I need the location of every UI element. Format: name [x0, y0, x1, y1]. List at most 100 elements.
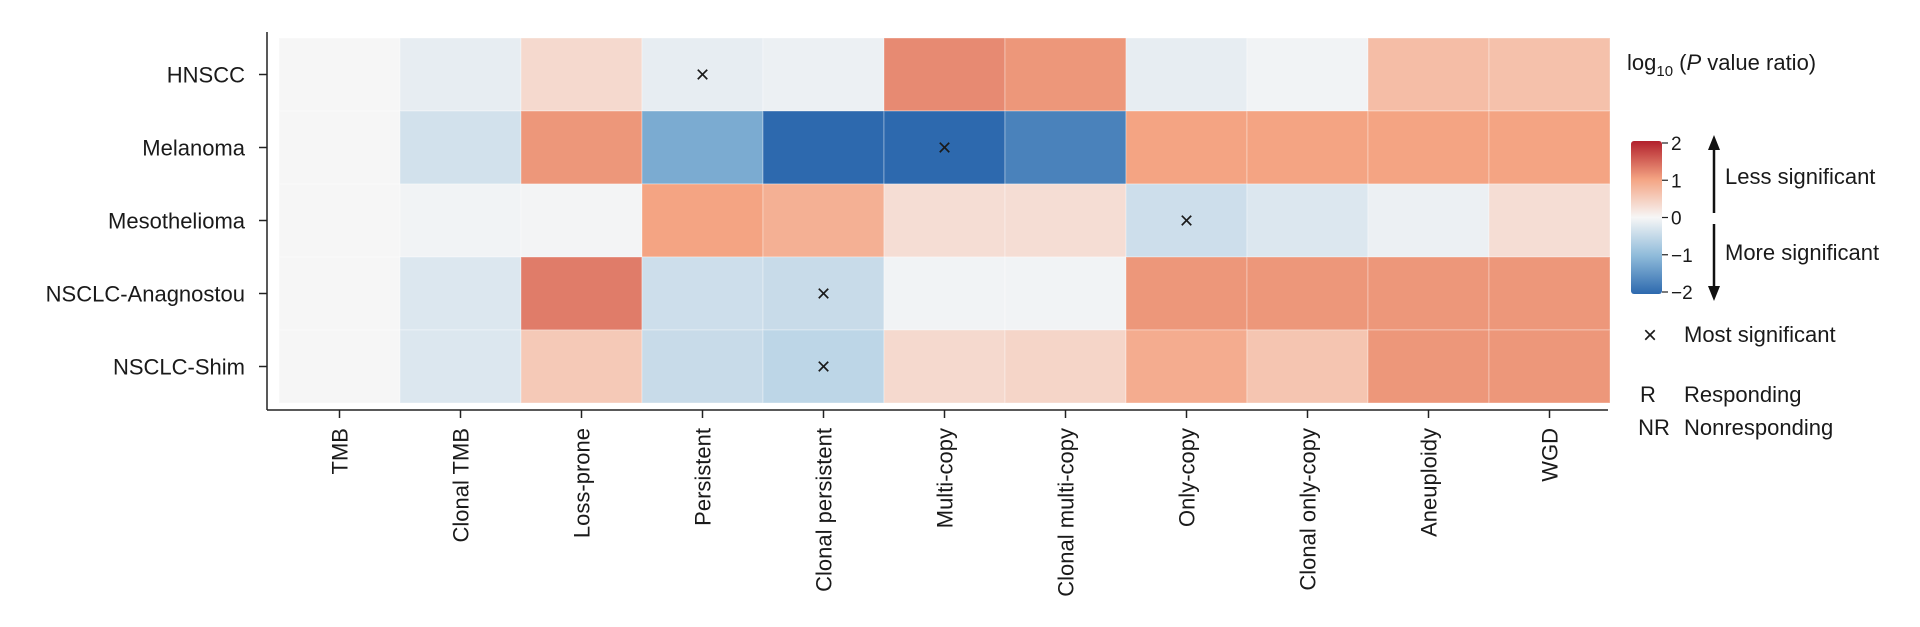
nonresponding-label: Nonresponding	[1684, 415, 1833, 440]
x-label-aneuploidy: Aneuploidy	[1417, 428, 1442, 537]
cell-nsclc-anagnostou-clonal-multi-copy	[1004, 256, 1127, 331]
less-significant-label: Less significant	[1725, 164, 1875, 189]
cell-melanoma-multi-copy	[883, 110, 1006, 185]
colorbar-title-sub: 10	[1656, 63, 1673, 80]
marker-mesothelioma-only-copy: ×	[1179, 208, 1193, 235]
arrow-up-icon	[1708, 135, 1720, 150]
cell-nsclc-anagnostou-wgd	[1488, 256, 1611, 331]
x-axis-ticks: TMB Clonal TMB Loss-prone Persistent Clonal …	[328, 410, 1563, 597]
colorbar-title-rest: value ratio)	[1701, 50, 1816, 75]
colorbar-title-log: log	[1627, 50, 1656, 75]
x-label-clonal-tmb: Clonal TMB	[449, 428, 474, 543]
y-label-hnscc: HNSCC	[167, 63, 245, 88]
cell-mesothelioma-clonal-tmb	[399, 183, 522, 258]
y-label-nsclc-anagnostou: NSCLC-Anagnostou	[46, 282, 245, 307]
y-label-melanoma: Melanoma	[142, 136, 245, 161]
cell-hnscc-persistent	[641, 37, 764, 112]
cell-hnscc-aneuploidy	[1367, 37, 1490, 112]
x-label-clonal-persistent: Clonal persistent	[812, 428, 837, 592]
x-label-only-copy: Only-copy	[1175, 428, 1200, 527]
cell-melanoma-tmb	[278, 110, 401, 185]
cell-nsclc-shim-wgd	[1488, 329, 1611, 404]
most-significant-marker: ×	[1643, 322, 1657, 349]
cell-melanoma-loss-prone	[520, 110, 643, 185]
x-label-persistent: Persistent	[691, 428, 716, 526]
cell-mesothelioma-only-copy	[1125, 183, 1248, 258]
cell-nsclc-shim-clonal-persistent	[762, 329, 885, 404]
cell-nsclc-shim-clonal-multi-copy	[1004, 329, 1127, 404]
cell-melanoma-persistent	[641, 110, 764, 185]
cell-nsclc-anagnostou-loss-prone	[520, 256, 643, 331]
cell-nsclc-shim-loss-prone	[520, 329, 643, 404]
cell-melanoma-wgd	[1488, 110, 1611, 185]
cell-nsclc-shim-clonal-tmb	[399, 329, 522, 404]
y-label-mesothelioma: Mesothelioma	[108, 209, 246, 234]
cell-melanoma-clonal-only-copy	[1246, 110, 1369, 185]
cell-nsclc-shim-clonal-only-copy	[1246, 329, 1369, 404]
cell-mesothelioma-loss-prone	[520, 183, 643, 258]
colorbar-title-italic: P	[1687, 50, 1702, 75]
cell-nsclc-anagnostou-multi-copy	[883, 256, 1006, 331]
cell-melanoma-aneuploidy	[1367, 110, 1490, 185]
cell-mesothelioma-clonal-multi-copy	[1004, 183, 1127, 258]
more-significant-label: More significant	[1725, 240, 1879, 265]
colorbar-tick-label: 2	[1671, 134, 1682, 155]
cell-hnscc-clonal-tmb	[399, 37, 522, 112]
x-label-clonal-only-copy: Clonal only-copy	[1296, 428, 1321, 591]
x-label-multi-copy: Multi-copy	[933, 428, 958, 528]
cell-mesothelioma-aneuploidy	[1367, 183, 1490, 258]
cell-hnscc-loss-prone	[520, 37, 643, 112]
arrow-down-icon	[1708, 286, 1720, 301]
cell-nsclc-anagnostou-clonal-persistent	[762, 256, 885, 331]
nonresponding-abbr: NR	[1638, 415, 1670, 440]
heatmap-cells	[278, 37, 1611, 404]
cell-melanoma-clonal-persistent	[762, 110, 885, 185]
colorbar-title-open: (	[1673, 50, 1687, 75]
cell-nsclc-shim-aneuploidy	[1367, 329, 1490, 404]
cell-hnscc-tmb	[278, 37, 401, 112]
cell-mesothelioma-clonal-only-copy	[1246, 183, 1369, 258]
cell-hnscc-multi-copy	[883, 37, 1006, 112]
most-significant-label: Most significant	[1684, 322, 1836, 347]
cell-hnscc-wgd	[1488, 37, 1611, 112]
colorbar-ticks: 2 1 0 −1 −2	[1662, 134, 1693, 304]
cell-nsclc-shim-multi-copy	[883, 329, 1006, 404]
cell-nsclc-shim-persistent	[641, 329, 764, 404]
marker-hnscc-persistent: ×	[695, 62, 709, 89]
cell-mesothelioma-persistent	[641, 183, 764, 258]
responding-label: Responding	[1684, 382, 1801, 407]
colorbar-tick-label: 0	[1671, 209, 1682, 230]
cell-nsclc-shim-tmb	[278, 329, 401, 404]
cell-mesothelioma-wgd	[1488, 183, 1611, 258]
y-label-nsclc-shim: NSCLC-Shim	[113, 355, 245, 380]
cell-mesothelioma-multi-copy	[883, 183, 1006, 258]
cell-melanoma-only-copy	[1125, 110, 1248, 185]
x-label-wgd: WGD	[1538, 428, 1563, 482]
significance-markers: × × × × ×	[695, 62, 1193, 381]
colorbar-tick-label: −2	[1671, 283, 1693, 304]
cell-nsclc-anagnostou-only-copy	[1125, 256, 1248, 331]
colorbar-title: log10 (P value ratio)	[1627, 50, 1816, 80]
marker-melanoma-multi-copy: ×	[937, 135, 951, 162]
cell-melanoma-clonal-tmb	[399, 110, 522, 185]
cell-nsclc-shim-only-copy	[1125, 329, 1248, 404]
colorbar-tick-label: 1	[1671, 171, 1682, 192]
x-label-loss-prone: Loss-prone	[570, 428, 595, 538]
cell-nsclc-anagnostou-tmb	[278, 256, 401, 331]
responding-abbr: R	[1640, 382, 1656, 407]
colorbar-tick-label: −1	[1671, 246, 1693, 267]
cell-hnscc-clonal-persistent	[762, 37, 885, 112]
cell-mesothelioma-clonal-persistent	[762, 183, 885, 258]
cell-hnscc-clonal-multi-copy	[1004, 37, 1127, 112]
cell-mesothelioma-tmb	[278, 183, 401, 258]
cell-nsclc-anagnostou-persistent	[641, 256, 764, 331]
y-axis-ticks: HNSCC Melanoma Mesothelioma NSCLC-Anagnosto…	[46, 63, 267, 380]
x-label-tmb: TMB	[328, 428, 353, 474]
cell-nsclc-anagnostou-clonal-only-copy	[1246, 256, 1369, 331]
x-label-clonal-multi-copy: Clonal multi-copy	[1054, 428, 1079, 597]
cell-nsclc-anagnostou-clonal-tmb	[399, 256, 522, 331]
cell-hnscc-only-copy	[1125, 37, 1248, 112]
cell-melanoma-clonal-multi-copy	[1004, 110, 1127, 185]
marker-nsclc-anagnostou-clonal-persistent: ×	[816, 281, 830, 308]
